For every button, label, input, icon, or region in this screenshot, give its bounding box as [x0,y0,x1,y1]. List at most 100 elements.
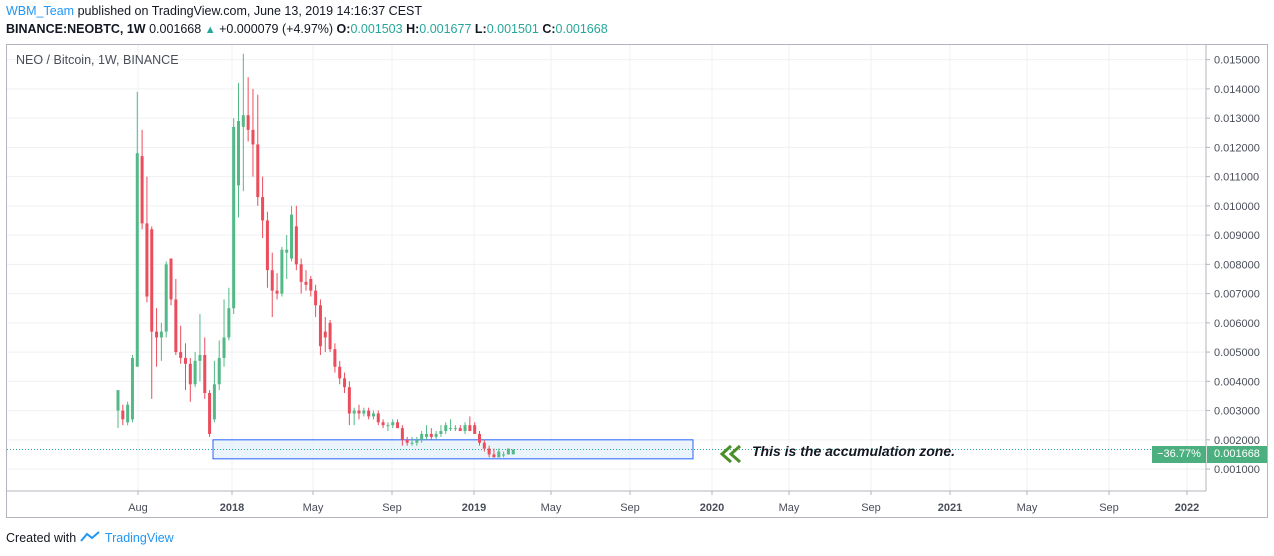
candle-down[interactable] [208,393,212,434]
time-tick-label: 2022 [1175,502,1199,514]
candle-down[interactable] [400,428,404,440]
candle-up[interactable] [290,214,294,259]
candle-down[interactable] [318,305,322,347]
candle-down[interactable] [174,299,178,353]
candle-down[interactable] [203,355,207,394]
candle-down[interactable] [323,331,327,338]
candle-up[interactable] [352,410,356,414]
annotation-text[interactable]: This is the accumulation zone. [752,443,956,459]
candle-up[interactable] [449,428,453,430]
candle-down[interactable] [478,433,481,443]
time-tick-label: 2021 [938,502,962,514]
candle-up[interactable] [362,410,366,414]
candle-up[interactable] [415,439,419,443]
candle-up[interactable] [164,264,168,332]
candle-up[interactable] [130,357,134,420]
candle-down[interactable] [150,229,154,332]
candle-up[interactable] [511,449,515,455]
price-tick-label: 0.003000 [1214,406,1260,418]
candle-down[interactable] [492,454,496,458]
candle-down[interactable] [304,281,308,285]
candle-down[interactable] [396,422,400,429]
candle-down[interactable] [188,363,192,385]
candle-down[interactable] [376,413,380,423]
candle-down[interactable] [145,223,149,297]
ticker-label: BINANCE:NEOBTC, 1W [6,22,146,36]
candle-down[interactable] [429,433,433,437]
candle-up[interactable] [391,422,395,426]
candle-up[interactable] [502,454,506,456]
time-tick-label: May [541,502,562,514]
candle-down[interactable] [169,258,173,300]
candle-up[interactable] [232,126,236,309]
time-tick-label: 2019 [462,502,486,514]
candle-up[interactable] [420,433,424,440]
candle-up[interactable] [227,308,231,338]
candle-up[interactable] [285,249,289,253]
candle-down[interactable] [333,349,337,367]
candle-down[interactable] [275,290,279,294]
candle-down[interactable] [246,115,250,130]
candle-up[interactable] [453,428,457,430]
candle-up[interactable] [424,433,428,437]
candle-down[interactable] [338,366,342,379]
candle-up[interactable] [434,433,438,437]
candle-down[interactable] [140,156,144,224]
time-tick-label: May [303,502,324,514]
candle-down[interactable] [487,448,491,455]
candle-up[interactable] [193,360,197,385]
tradingview-link[interactable]: TradingView [104,531,174,545]
created-with-text: Created with [6,531,77,545]
candle-up[interactable] [135,153,139,367]
candle-down[interactable] [458,428,462,432]
candle-up[interactable] [463,425,467,432]
accumulation-zone-box[interactable] [212,439,694,460]
candle-up[interactable] [212,384,216,420]
candle-down[interactable] [381,422,385,426]
candle-down[interactable] [183,357,187,364]
candle-up[interactable] [386,425,390,427]
price-tick-label: 0.015000 [1214,55,1260,67]
candle-down[interactable] [357,410,361,414]
candle-down[interactable] [265,220,269,271]
candle-up[interactable] [126,404,130,423]
candle-up[interactable] [159,331,163,338]
candle-up[interactable] [217,357,221,385]
candle-down[interactable] [270,270,274,291]
candle-down[interactable] [256,144,260,198]
candle-up[interactable] [237,121,240,186]
candle-down[interactable] [405,439,409,443]
candle-up[interactable] [198,355,202,361]
candle-up[interactable] [222,337,226,358]
candle-up[interactable] [371,413,375,417]
candle-down[interactable] [367,410,371,417]
candle-down[interactable] [294,226,298,265]
candle-down[interactable] [473,425,477,434]
candle-down[interactable] [468,425,472,432]
candle-down[interactable] [309,278,313,291]
candle-up[interactable] [410,442,414,444]
candle-down[interactable] [299,264,303,282]
candle-down[interactable] [328,322,332,350]
candle-up[interactable] [116,390,120,411]
candle-up[interactable] [497,451,501,458]
chart-frame[interactable] [6,44,1268,518]
candle-down[interactable] [482,442,486,449]
candle-down[interactable] [251,129,255,145]
candle-up[interactable] [280,249,284,294]
candle-down[interactable] [343,378,347,388]
candle-down[interactable] [314,290,318,306]
candle-up[interactable] [241,115,245,127]
candle-up[interactable] [439,431,443,434]
author-link[interactable]: WBM_Team [6,4,75,18]
last-price: 0.001668 [149,22,202,36]
candle-down[interactable] [179,352,183,358]
candle-down[interactable] [261,197,265,221]
change-value: +0.000079 (+4.97%) [219,22,334,36]
candle-down[interactable] [347,387,351,414]
candle-up[interactable] [506,448,510,455]
candle-down[interactable] [155,331,159,338]
candle-up[interactable] [444,425,448,432]
candle-down[interactable] [121,410,125,420]
